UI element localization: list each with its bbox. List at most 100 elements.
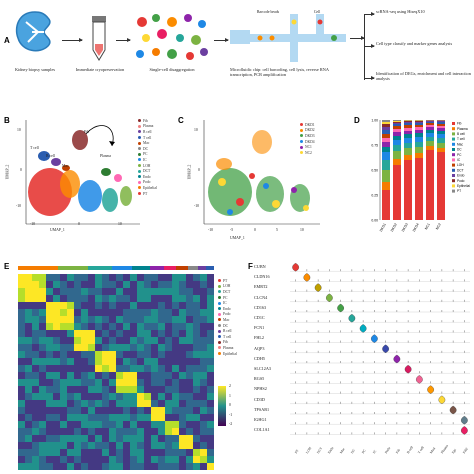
panel-e-heatmap-cell <box>102 337 110 345</box>
panel-e-heatmap-cell <box>123 435 131 443</box>
panel-e-heatmap-cell <box>25 365 33 373</box>
panel-e-heatmap-cell <box>172 344 180 352</box>
panel-c-xtick-2: 0 <box>254 228 256 232</box>
panel-f-gene-label: AQP3 <box>254 345 265 351</box>
panel-e-heatmap-cell <box>207 295 214 303</box>
panel-e-heatmap-cell <box>151 365 159 373</box>
panel-e-heatmap-cell <box>179 358 187 366</box>
panel-d-bar-label: DKD1 <box>379 222 387 232</box>
panel-e-heatmap-cell <box>39 372 47 380</box>
panel-e-heatmap-cell <box>95 442 103 450</box>
panel-d-bar-segment <box>437 122 445 124</box>
panel-e-heatmap-cell <box>172 386 180 394</box>
panel-c-xtick-1: -5 <box>230 228 234 232</box>
panel-e-heatmap-cell <box>207 386 214 394</box>
panel-e-heatmap-cell <box>193 456 201 464</box>
panel-e-legend-swatch <box>218 324 221 328</box>
panel-b-legend-swatch <box>138 169 141 173</box>
panel-e-heatmap-cell <box>25 330 33 338</box>
panel-e-heatmap-cell <box>130 365 138 373</box>
panel-e-heatmap-cell <box>18 281 26 289</box>
panel-d-ytick: 0.75 <box>371 144 378 148</box>
panel-e-heatmap-cell <box>32 449 40 457</box>
panel-e-heatmap-cell <box>116 435 124 443</box>
panel-e-heatmap-cell <box>46 456 54 464</box>
panel-e-heatmap-cell <box>186 393 194 401</box>
panel-e-heatmap-cell <box>18 407 26 415</box>
panel-e-heatmap-cell <box>186 323 194 331</box>
panel-e-heatmap-cell <box>186 281 194 289</box>
panel-e-heatmap-cell <box>207 358 214 366</box>
panel-e-legend-label: PC <box>223 295 228 300</box>
panel-e-heatmap-cell <box>123 330 131 338</box>
panel-e-heatmap-cell <box>109 309 117 317</box>
panel-e-heatmap-cell <box>165 407 173 415</box>
panel-e-heatmap-cell <box>18 288 26 296</box>
panel-e-heatmap-cell <box>32 407 40 415</box>
panel-e-heatmap-cell <box>144 442 152 450</box>
panel-e-heatmap-cell <box>200 316 208 324</box>
panel-e-heatmap-cell <box>46 449 54 457</box>
panel-e-heatmap-cell <box>116 344 124 352</box>
panel-f-violin <box>393 354 401 364</box>
panel-e-heatmap-cell <box>193 435 201 443</box>
panel-d-bar-segment <box>404 121 412 122</box>
panel-f-violin <box>438 395 446 404</box>
panel-e-heatmap-cell <box>32 295 40 303</box>
arrow-out-3 <box>364 76 375 80</box>
panel-e-heatmap-cell <box>81 449 89 457</box>
panel-d-bar-segment <box>437 126 445 128</box>
panel-e-heatmap-cell <box>179 421 187 429</box>
panel-e-heatmap-cell <box>60 407 68 415</box>
panel-d-bar-segment <box>426 146 434 150</box>
panel-e-heatmap-cell <box>193 295 201 303</box>
panel-e-legend-label: Plasma <box>223 345 234 350</box>
panel-e-heatmap-cell <box>74 428 82 436</box>
panel-e-heatmap-cell <box>123 274 131 282</box>
panel-e-heatmap-cell <box>158 302 166 310</box>
panel-e-heatmap-cell <box>123 463 131 470</box>
panel-b-legend-item: T cell <box>138 135 170 141</box>
panel-e-heatmap-cell <box>53 414 61 422</box>
panel-e-heatmap-cell <box>179 281 187 289</box>
panel-e-heatmap-cell <box>46 316 54 324</box>
panel-e-heatmap-cell <box>158 393 166 401</box>
panel-e-heatmap-cell <box>81 358 89 366</box>
panel-e-heatmap-cell <box>130 379 138 387</box>
panel-e-heatmap-cell <box>200 456 208 464</box>
panel-e-heatmap-cell <box>102 456 110 464</box>
panel-e-heatmap-cell <box>18 393 26 401</box>
panel-e-heatmap-cell <box>88 421 96 429</box>
panel-e-heatmap-cell <box>60 386 68 394</box>
panel-e-heatmap-cell <box>158 449 166 457</box>
panel-e-heatmap-cell <box>60 456 68 464</box>
panel-c-xtick-4: 10 <box>300 228 304 232</box>
panel-e-heatmap-cell <box>46 274 54 282</box>
panel-d-legend-swatch <box>452 168 455 172</box>
panel-e-heatmap-cell <box>32 316 40 324</box>
panel-e-heatmap-cell <box>46 393 54 401</box>
panel-e-heatmap-cell <box>102 449 110 457</box>
panel-e-heatmap-cell <box>74 463 82 470</box>
panel-c-legend-swatch <box>300 145 303 149</box>
panel-e-heatmap-cell <box>130 421 138 429</box>
panel-e-heatmap-cell <box>144 379 152 387</box>
panel-e-legend-item: LOH <box>218 284 240 290</box>
panel-e-heatmap-cell <box>165 393 173 401</box>
panel-e-legend-item: Fib <box>218 340 240 346</box>
panel-d-ytick: 0.00 <box>371 219 378 223</box>
panel-e-heatmap-cell <box>95 274 103 282</box>
panel-e-heatmap-cell <box>39 400 47 408</box>
panel-e-heatmap-cell <box>130 456 138 464</box>
panel-e-heatmap-cell <box>81 463 89 470</box>
panel-e-heatmap-cell <box>172 400 180 408</box>
panel-e-heatmap-cell <box>172 379 180 387</box>
panel-e-heatmap-cell <box>123 407 131 415</box>
panel-e-heatmap-cell <box>67 442 75 450</box>
panel-e-heatmap-cell <box>109 393 117 401</box>
panel-f-gene-label: FCN1 <box>254 325 265 331</box>
panel-f-celltype-label: IC <box>372 449 378 455</box>
panel-e-legend-item: PT <box>218 278 240 284</box>
panel-e-heatmap-cell <box>39 414 47 422</box>
panel-e-heatmap-cell <box>130 316 138 324</box>
